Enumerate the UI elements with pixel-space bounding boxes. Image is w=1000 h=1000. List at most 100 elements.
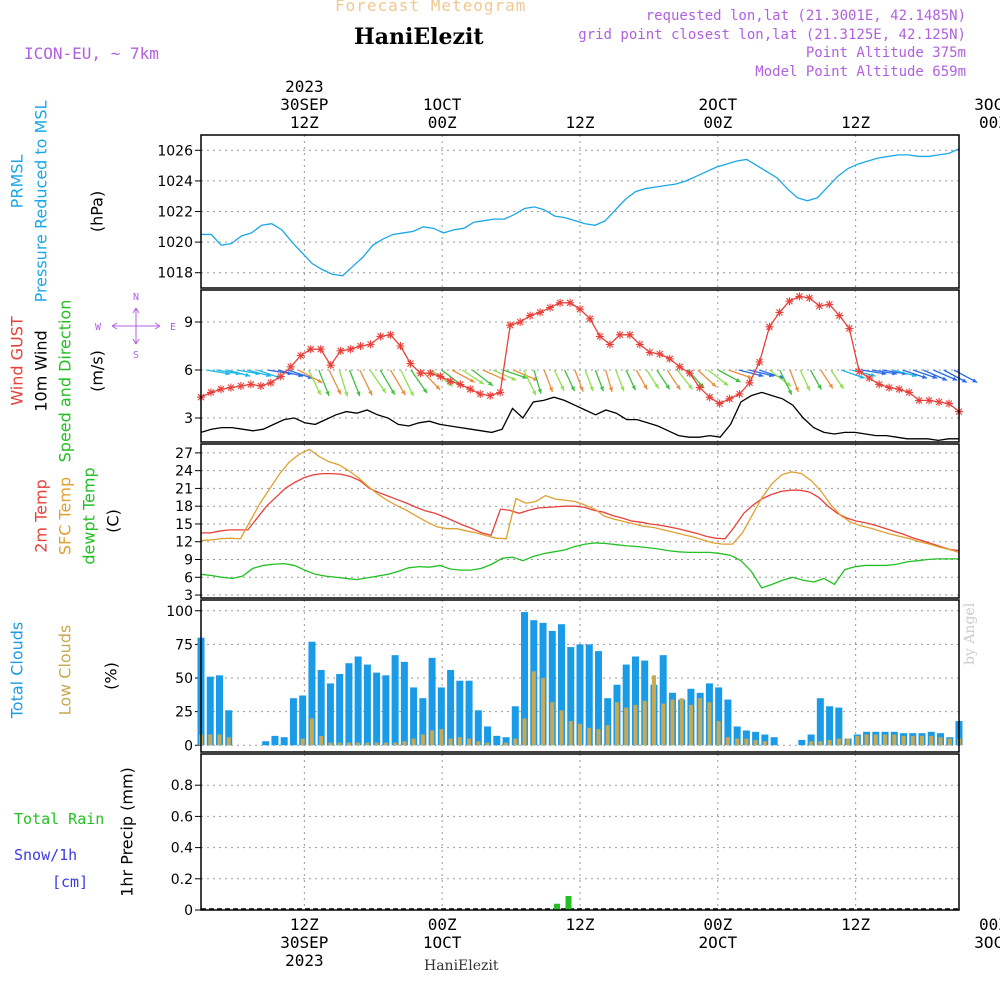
wind-direction-arrow — [543, 369, 554, 393]
low-cloud-bar — [920, 735, 925, 746]
series-line-sfc-temp — [200, 448, 960, 554]
y-tick-label: 0.4 — [171, 841, 193, 857]
total-cloud-bar — [299, 695, 307, 746]
wind-gust-marker — [835, 311, 844, 320]
wind-direction-arrow — [574, 369, 584, 392]
wind-gust-marker — [605, 340, 614, 349]
wind-arrow-head — [531, 390, 536, 396]
total-cloud-bar — [271, 735, 279, 746]
low-cloud-bar — [504, 742, 509, 746]
grid-point-coords: grid point closest lon,lat (21.3125E, 42… — [578, 27, 966, 43]
low-cloud-bar — [439, 729, 444, 746]
wind-direction-arrow — [820, 369, 834, 389]
compass-north-label: N — [133, 292, 139, 303]
wind-arrow-head — [356, 391, 361, 397]
wind-arrow-head — [676, 384, 681, 390]
low-cloud-bar — [642, 700, 647, 746]
low-cloud-bar — [938, 737, 943, 746]
wind-arrow-shaft — [328, 369, 342, 395]
wind-arrow-head — [589, 386, 594, 392]
wind-arrow-head — [631, 385, 636, 391]
wind-direction-arrow — [594, 369, 604, 392]
wind-gust-marker — [615, 330, 624, 339]
wind-gust-marker — [286, 362, 295, 371]
wind-arrow-head — [537, 388, 542, 394]
wind-arrow-shaft — [410, 369, 428, 394]
y-tick-label: 21 — [175, 481, 193, 497]
wind-arrow-head — [839, 384, 844, 389]
wind-gust-marker — [825, 300, 834, 309]
low-cloud-bar — [707, 702, 712, 746]
total-cloud-bar — [326, 683, 334, 746]
total-cloud-bar — [585, 644, 593, 746]
wind-direction-arrow — [933, 369, 958, 382]
wind-gust-marker — [406, 359, 415, 368]
wind-gust-marker — [466, 385, 475, 394]
low-cloud-bar — [208, 734, 213, 746]
low-cloud-bar — [947, 738, 952, 746]
low-cloud-bar — [485, 742, 490, 746]
wind-direction-arrow — [318, 369, 330, 397]
total-cloud-bar — [715, 687, 723, 746]
top-time-label: 2OCT — [699, 95, 738, 114]
y-tick-label: 9 — [184, 315, 193, 331]
total-cloud-bar — [493, 735, 501, 746]
wind-gust-marker — [326, 361, 335, 370]
model-altitude: Model Point Altitude 659m — [755, 64, 966, 80]
compass-west-label: W — [95, 322, 102, 333]
wind-gust-line — [200, 295, 960, 413]
wind-arrow-head — [511, 376, 517, 381]
low-cloud-bar — [550, 702, 555, 746]
wind-gust-marker — [805, 294, 814, 302]
low-cloud-bar — [661, 703, 666, 746]
wind-gust-marker — [436, 372, 445, 381]
wind-arrow-head — [435, 385, 441, 390]
wind-gust-marker — [266, 378, 275, 387]
wind-arrow-head — [488, 381, 493, 386]
wind-gust-marker — [296, 351, 305, 360]
y-tick-label: 100 — [166, 604, 193, 620]
series-line-dewpt-temp — [200, 542, 959, 589]
wind-gust-marker — [925, 396, 934, 405]
wind-direction-arrow — [338, 369, 349, 397]
wind-gust-marker — [536, 308, 545, 317]
panel-label-pressure: PRMSL — [8, 155, 27, 209]
wind-direction-arrow — [902, 369, 928, 379]
total-cloud-bar — [215, 675, 223, 746]
point-altitude: Point Altitude 375m — [805, 45, 966, 61]
y-tick-label: 12 — [175, 535, 193, 551]
wind-gust-marker — [695, 383, 704, 392]
wind-arrow-head — [336, 389, 341, 395]
wind-direction-arrow — [553, 369, 565, 391]
top-time-label: 12Z — [841, 113, 870, 132]
wind-gust-marker — [675, 362, 684, 371]
y-tick-label: 1022 — [157, 205, 193, 221]
wind-gust-marker — [865, 374, 874, 382]
wind-arrow-head — [972, 378, 978, 383]
low-cloud-bar — [846, 738, 851, 746]
low-cloud-bar — [827, 739, 832, 746]
y-tick-label: 0 — [184, 738, 193, 754]
precip-label-line: [cm] — [52, 873, 88, 891]
wind-arrow-head — [952, 376, 958, 381]
wind-arrow-head — [317, 378, 323, 383]
total-cloud-bar — [816, 698, 824, 746]
wind-gust-marker — [546, 303, 555, 312]
panel-label-clouds: Low Clouds — [56, 625, 75, 716]
low-cloud-bar — [393, 742, 398, 746]
total-cloud-bar — [567, 647, 575, 746]
y-tick-label: 1018 — [157, 266, 193, 282]
wind-gust-marker — [506, 321, 515, 330]
low-cloud-bar — [651, 675, 656, 746]
panel-unit-precip: 1hr Precip (mm) — [118, 767, 137, 897]
wind-gust-marker — [476, 390, 485, 398]
low-cloud-bar — [901, 735, 906, 746]
wind-direction-arrow — [666, 369, 681, 391]
top-time-label: 12Z — [566, 113, 595, 132]
y-tick-label: 75 — [175, 637, 193, 653]
wind-direction-arrow — [348, 369, 361, 397]
total-cloud-bar — [225, 710, 233, 746]
rain-bar — [565, 895, 572, 910]
total-cloud-bar — [604, 698, 612, 746]
wind-direction-arrow — [461, 369, 485, 385]
